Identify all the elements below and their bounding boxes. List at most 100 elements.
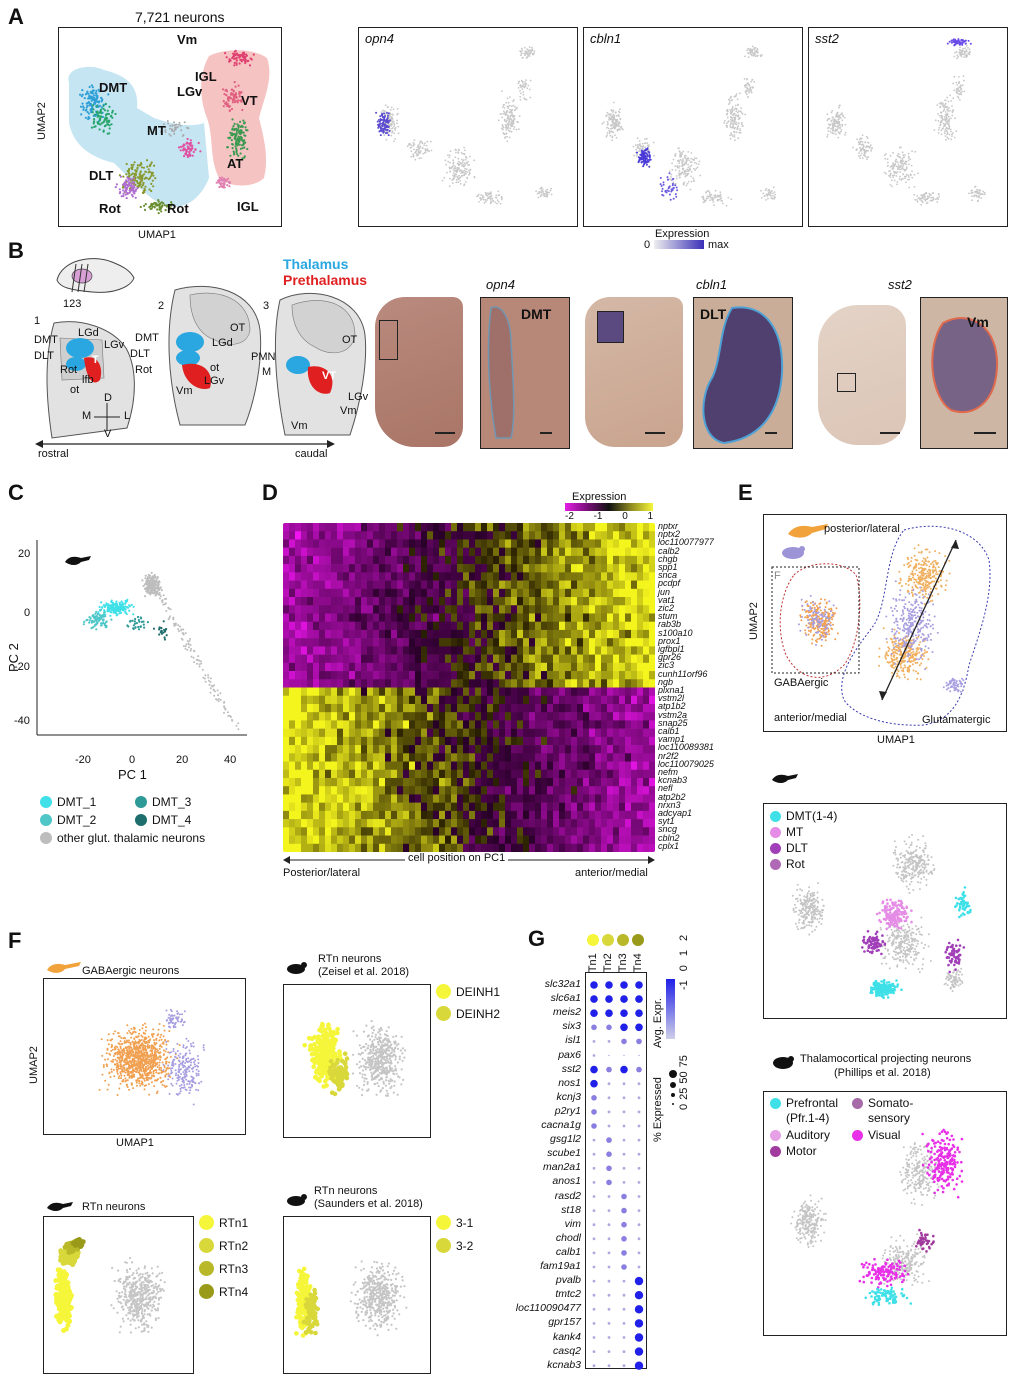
heatmap-cell: [433, 621, 440, 631]
cell-dot: [241, 147, 244, 150]
heatmap-cell: [349, 531, 356, 540]
cell-dot: [687, 163, 689, 166]
cell-dot: [727, 103, 730, 105]
heatmap-cell: [361, 605, 368, 614]
heatmap-cell: [343, 564, 350, 573]
heatmap-cell: [433, 646, 440, 655]
heatmap-cell: [493, 597, 500, 606]
cell-dot: [244, 134, 247, 137]
heatmap-cell: [307, 523, 314, 532]
heatmap-cell: [469, 572, 476, 581]
cell-dot: [936, 197, 939, 199]
heatmap-cell: [367, 662, 374, 672]
heatmap-cell: [355, 588, 362, 598]
cell-dot: [513, 126, 516, 128]
cell-dot: [451, 182, 454, 184]
cell-dot: [971, 195, 973, 198]
cell-dot: [153, 585, 156, 589]
cell-dot: [198, 663, 201, 666]
s1-t: T: [92, 354, 99, 366]
cell-dot: [88, 85, 91, 89]
cell-dot: [503, 103, 505, 106]
cell-dot: [526, 55, 529, 58]
heatmap-cell: [397, 638, 404, 647]
heatmap-cell: [541, 547, 548, 557]
heatmap-cell: [493, 621, 500, 631]
heatmap-cell: [325, 555, 332, 565]
cell-dot: [921, 194, 923, 197]
heatmap-cell: [631, 555, 638, 565]
cell-dot: [614, 119, 617, 122]
cell-dot: [129, 619, 132, 622]
cell-dot: [859, 146, 861, 149]
heatmap-cell: [607, 523, 614, 532]
cell-dot: [422, 147, 424, 149]
cell-dot: [182, 628, 185, 631]
cell-dot: [869, 144, 872, 146]
cell-dot: [746, 82, 749, 85]
cell-dot: [729, 111, 732, 113]
cell-dot: [615, 136, 618, 139]
cell-dot: [158, 207, 162, 210]
cell-dot: [99, 108, 103, 111]
cell-dot: [950, 117, 952, 120]
heatmap-cell: [313, 580, 320, 590]
cell-dot: [178, 121, 181, 124]
heatmap-cell: [601, 547, 608, 557]
heatmap-cell: [595, 555, 602, 565]
cell-dot: [765, 187, 768, 190]
heatmap-cell: [475, 580, 482, 590]
heatmap-cell: [373, 572, 380, 581]
heatmap-cell: [433, 671, 440, 680]
cell-dot: [158, 588, 161, 591]
cell-dot: [893, 174, 896, 177]
region-vm: Vm: [177, 32, 198, 47]
heatmap-cell: [589, 539, 596, 548]
cell-dot: [951, 110, 954, 113]
cell-dot: [157, 199, 160, 202]
cell-dot: [858, 138, 861, 141]
heatmap-cell: [565, 662, 572, 672]
region-vt: VT: [241, 93, 258, 108]
cell-dot: [132, 177, 135, 180]
cell-dot: [169, 615, 171, 618]
cell-dot: [240, 131, 244, 134]
heatmap-cell: [577, 597, 584, 606]
cell-dot: [451, 165, 454, 168]
cell-dot: [770, 192, 772, 194]
cell-dot: [745, 92, 747, 94]
s3-vm2: Vm: [291, 420, 308, 432]
cell-dot: [120, 607, 123, 610]
heatmap-cell: [487, 539, 494, 548]
heatmap-cell: [337, 621, 344, 631]
cell-dot: [222, 100, 225, 103]
cell-dot: [490, 201, 493, 204]
cell-dot: [860, 143, 863, 146]
heatmap-cell: [343, 613, 350, 622]
heatmap-cell: [643, 547, 650, 557]
heatmap-cell: [481, 646, 488, 655]
cell-dot: [157, 580, 161, 583]
cell-dot: [144, 574, 147, 577]
cell-dot: [137, 618, 140, 622]
cell-dot: [735, 123, 738, 126]
cell-dot: [375, 111, 378, 114]
cell-dot: [538, 191, 540, 193]
cell-dot: [149, 587, 152, 590]
heatmap-cell: [337, 646, 344, 655]
heatmap-cell: [433, 539, 440, 548]
cell-dot: [515, 128, 518, 131]
cell-dot: [905, 167, 908, 170]
heatmap-cell: [379, 613, 386, 622]
cell-dot: [390, 106, 393, 109]
heatmap-cell: [361, 555, 368, 565]
heatmap-cell: [331, 613, 338, 622]
cell-dot: [642, 156, 645, 159]
heatmap-cell: [283, 629, 290, 639]
cell-dot: [89, 617, 92, 620]
cell-dot: [901, 162, 903, 165]
cell-dot: [110, 123, 113, 126]
heatmap-cell: [439, 662, 446, 672]
heatmap-cell: [583, 613, 590, 622]
cell-dot: [648, 165, 651, 168]
